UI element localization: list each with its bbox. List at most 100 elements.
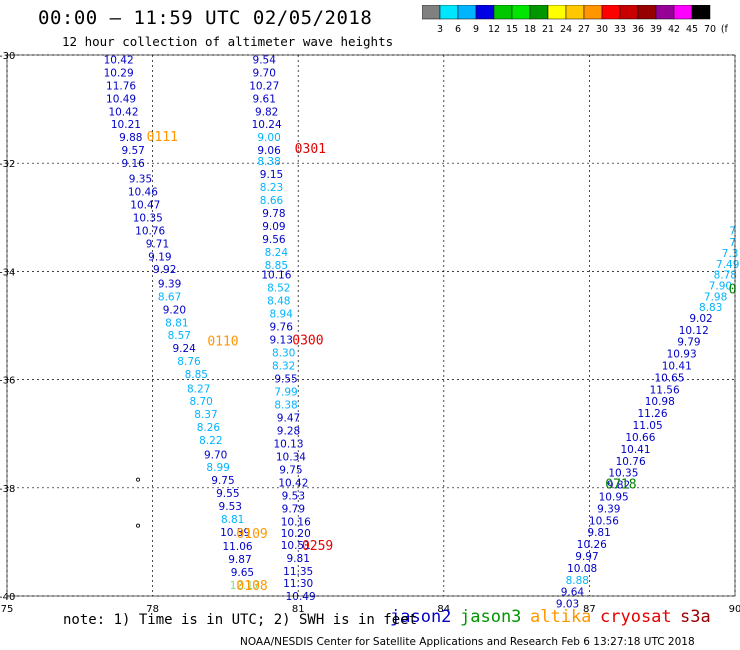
wave-height-label: 11.26	[637, 408, 667, 420]
wave-height-label: 10.27	[249, 80, 279, 92]
wave-height-label: 9.15	[260, 169, 283, 181]
chart-subtitle: 12 hour collection of altimeter wave hei…	[62, 34, 394, 49]
wave-height-label: 10.46	[128, 186, 158, 198]
wave-height-label: 9.81	[287, 553, 310, 565]
colorbar-swatch	[691, 5, 711, 20]
pass-time-label: 0	[729, 283, 737, 298]
wave-height-label: 9.39	[158, 278, 181, 290]
legend-cryosat: cryosat	[600, 607, 672, 627]
wave-height-label: 10.98	[645, 396, 675, 408]
wave-height-label: 7	[729, 237, 736, 249]
wave-height-label: 9.24	[172, 343, 196, 355]
wave-height-label: 8.27	[187, 383, 210, 395]
wave-height-label: 10.41	[620, 444, 650, 456]
wave-height-label: 8.94	[270, 309, 294, 321]
x-tick-label: 84	[437, 604, 450, 615]
wave-height-label: 9.76	[270, 322, 294, 334]
wave-height-label: 10.24	[252, 119, 282, 131]
wave-height-label: 9.55	[216, 488, 239, 500]
wave-height-label: 10.49	[286, 591, 316, 603]
wave-height-label: 9.61	[253, 93, 276, 105]
y-tick-label: -34	[0, 267, 15, 278]
x-tick-label: 75	[1, 604, 14, 615]
wave-height-label: 8.81	[221, 514, 244, 526]
colorbar-label: 45	[686, 24, 698, 35]
wave-height-label: 8.32	[272, 361, 295, 373]
x-tick-label: 81	[292, 604, 305, 615]
wave-height-label: 8.52	[267, 283, 290, 295]
wave-height-label: 10.08	[567, 563, 597, 575]
colorbar-label: (ft)	[721, 24, 728, 35]
wave-height-label: 10.49	[106, 93, 136, 105]
y-tick-label: -40	[0, 592, 15, 603]
wave-height-label: 10.35	[133, 212, 163, 224]
pass-time-label: 0110	[207, 335, 238, 350]
wave-height-label: 11.30	[283, 578, 313, 590]
wave-height-label: 8.24	[265, 247, 289, 259]
wave-height-label: 9.39	[597, 503, 620, 515]
wave-height-label: 9.87	[228, 554, 251, 566]
wave-height-label: 9.53	[219, 501, 242, 513]
wave-height-label: 9.79	[677, 337, 700, 349]
pass-time-label: 0259	[302, 539, 333, 554]
wave-height-label: 10.21	[111, 119, 141, 131]
wave-height-label: 10.76	[616, 456, 646, 468]
colorbar-label: 21	[542, 24, 554, 35]
colorbar-label: 3	[437, 24, 443, 35]
footer-note: note: 1) Time is in UTC; 2) SWH is in fe…	[63, 612, 418, 628]
wave-height-label: 9.02	[689, 313, 712, 325]
wave-height-label: 9.70	[253, 67, 276, 79]
wave-height-label: 7.49	[716, 259, 739, 271]
wave-height-label: 11.05	[633, 420, 663, 432]
wave-height-label: 7.98	[704, 291, 727, 303]
plot-frame	[6, 54, 736, 597]
wave-height-label: 9.97	[575, 551, 598, 563]
x-tick-label: 90	[729, 604, 740, 615]
wave-height-label: 8.85	[265, 260, 288, 272]
wave-height-label: 10.65	[654, 372, 684, 384]
wave-height-label: 10.47	[130, 199, 160, 211]
wave-height-label: 9.81	[587, 527, 610, 539]
wave-height-label: 10.12	[679, 325, 709, 337]
wave-height-label: 9.35	[129, 173, 152, 185]
wave-height-label: 8.76	[177, 356, 201, 368]
pass-time-label: 0108	[236, 579, 267, 594]
wave-height-label: 10.13	[273, 438, 303, 450]
y-tick-label: -32	[0, 159, 15, 170]
satellite-legend: jason2 jason3 altika cryosat s3a	[0, 604, 740, 634]
wave-height-label: 10.42	[278, 477, 308, 489]
colorbar-label: 39	[650, 24, 662, 35]
colorbar-label: 12	[488, 24, 500, 35]
wave-height-label: 7.90	[709, 280, 732, 292]
wave-height-label: 10.95	[599, 491, 629, 503]
colorbar-label: 6	[455, 24, 461, 35]
pass-time-label: 0718	[605, 477, 636, 492]
legend-altika: altika	[530, 607, 592, 627]
colorbar-label: 15	[506, 24, 518, 35]
wave-height-label: 8.78	[714, 270, 737, 282]
pass-time-label: 0111	[147, 130, 178, 145]
colorbar-label: 70	[704, 24, 716, 35]
pass-time-label: 0301	[295, 142, 326, 157]
x-tick-label: 87	[583, 604, 596, 615]
wave-track: 9.549.7010.279.619.8210.249.009.068.389.…	[249, 54, 315, 603]
wave-height-label: 8.81	[165, 317, 188, 329]
wave-height-label: 8.57	[168, 330, 191, 342]
colorbar-label: 9	[473, 24, 479, 35]
wave-height-label: 8.88	[566, 575, 589, 587]
colorbar-label: 30	[596, 24, 608, 35]
pass-time-label: 0300	[292, 334, 323, 349]
wave-height-label: 11.56	[650, 384, 680, 396]
wave-height-label: 8.48	[267, 296, 290, 308]
wave-height-label: 8.83	[699, 302, 722, 314]
wave-height-label: 10.26	[577, 539, 607, 551]
wave-height-label: 8.37	[194, 409, 217, 421]
wave-height-label: 7.3	[722, 248, 739, 260]
wave-height-label: 12.17	[230, 580, 260, 592]
wave-height-label: 9.03	[556, 599, 579, 611]
wave-height-label: 9.00	[257, 132, 280, 144]
wave-height-label: 7	[729, 225, 736, 237]
colorbar-label: 33	[614, 24, 626, 35]
